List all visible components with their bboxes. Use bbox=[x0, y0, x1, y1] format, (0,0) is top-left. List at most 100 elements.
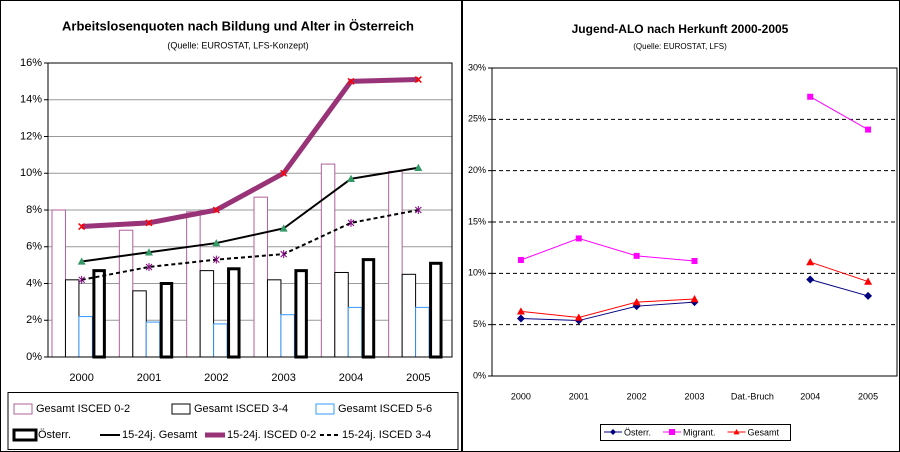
x-tick-label: 2005 bbox=[406, 372, 430, 384]
marker bbox=[516, 307, 525, 315]
bar bbox=[361, 258, 376, 359]
legend-label: Gesamt bbox=[748, 427, 780, 437]
chart-title: Arbeitslosenquoten nach Bildung und Alte… bbox=[62, 18, 414, 33]
y-tick-label: 2% bbox=[26, 314, 42, 326]
bar bbox=[429, 261, 443, 359]
marker bbox=[516, 314, 525, 323]
x-tick-label: 2000 bbox=[511, 391, 531, 401]
marker bbox=[145, 248, 153, 256]
marker bbox=[414, 163, 423, 171]
x-tick-label: Dat.-Bruch bbox=[731, 391, 774, 401]
legend-label: 15-24j. ISCED 0-2 bbox=[227, 429, 316, 441]
y-tick-label: 10% bbox=[468, 268, 486, 278]
line bbox=[520, 261, 869, 318]
marker bbox=[347, 218, 355, 227]
bar bbox=[253, 196, 268, 358]
marker bbox=[806, 275, 815, 284]
y-tick-label: 8% bbox=[26, 204, 42, 216]
marker bbox=[690, 295, 699, 303]
bar bbox=[415, 306, 430, 358]
x-tick-label: 2005 bbox=[858, 391, 878, 401]
marker bbox=[575, 235, 582, 242]
x-tick-label: 2004 bbox=[800, 391, 820, 401]
bar bbox=[227, 267, 241, 359]
x-tick-label: 2004 bbox=[339, 372, 363, 384]
y-tick-label: 25% bbox=[468, 114, 486, 124]
bar bbox=[347, 306, 363, 358]
marker bbox=[807, 93, 814, 100]
panel bbox=[0, 0, 462, 452]
bar bbox=[186, 211, 201, 358]
bar bbox=[159, 282, 174, 359]
y-tick-label: 0% bbox=[473, 370, 486, 380]
legend-swatch bbox=[12, 428, 38, 442]
marker bbox=[212, 239, 221, 247]
marker bbox=[691, 258, 698, 265]
y-tick-label: 6% bbox=[26, 241, 42, 253]
bar bbox=[199, 270, 215, 358]
bar bbox=[266, 279, 282, 358]
line bbox=[520, 96, 869, 262]
x-tick-label: 2002 bbox=[627, 391, 647, 401]
bar bbox=[280, 314, 295, 358]
marker bbox=[669, 429, 676, 435]
x-tick-label: 2001 bbox=[137, 372, 161, 384]
marker bbox=[733, 429, 740, 435]
bar bbox=[132, 290, 147, 358]
y-tick-label: 4% bbox=[26, 277, 42, 289]
legend-swatch bbox=[171, 403, 191, 415]
marker bbox=[347, 77, 355, 85]
plot-area bbox=[491, 67, 898, 377]
bar bbox=[51, 209, 66, 358]
bar bbox=[145, 321, 161, 358]
line bbox=[81, 209, 419, 281]
line bbox=[81, 77, 419, 230]
bar bbox=[213, 323, 228, 358]
y-tick-label: 12% bbox=[20, 130, 42, 142]
legend-label: Gesamt ISCED 5-6 bbox=[338, 403, 432, 415]
marker bbox=[864, 291, 873, 300]
marker bbox=[145, 262, 153, 271]
legend bbox=[7, 392, 459, 450]
plot-area bbox=[47, 62, 453, 358]
marker bbox=[610, 429, 616, 435]
marker bbox=[517, 256, 524, 263]
bar bbox=[118, 229, 134, 358]
bar bbox=[294, 269, 308, 359]
bar bbox=[388, 170, 403, 358]
marker bbox=[633, 252, 640, 259]
legend-label: Gesamt ISCED 3-4 bbox=[194, 403, 288, 415]
marker bbox=[280, 169, 288, 177]
legend-label: Österr. bbox=[624, 427, 651, 437]
bar bbox=[64, 279, 80, 358]
y-tick-label: 5% bbox=[473, 319, 486, 329]
marker bbox=[212, 255, 220, 264]
y-tick-label: 16% bbox=[20, 57, 42, 69]
y-tick-label: 20% bbox=[468, 165, 486, 175]
line bbox=[81, 166, 419, 263]
marker bbox=[414, 76, 422, 84]
x-tick-label: 2000 bbox=[69, 372, 93, 384]
line bbox=[520, 279, 869, 322]
marker bbox=[77, 257, 86, 265]
marker bbox=[632, 298, 641, 306]
marker bbox=[864, 277, 873, 285]
y-tick-label: 30% bbox=[468, 62, 486, 72]
marker bbox=[279, 224, 288, 232]
chart-subtitle: (Quelle: EUROSTAT, LFS) bbox=[633, 42, 727, 51]
bar bbox=[78, 316, 93, 358]
marker bbox=[806, 258, 815, 266]
marker bbox=[145, 219, 153, 227]
marker bbox=[78, 223, 86, 231]
marker bbox=[78, 275, 86, 284]
y-tick-label: 10% bbox=[20, 167, 42, 179]
legend-label: Österr. bbox=[38, 429, 71, 441]
chart-subtitle: (Quelle: EUROSTAT, LFS-Konzept) bbox=[167, 40, 308, 50]
marker bbox=[280, 250, 288, 259]
y-tick-label: 15% bbox=[468, 216, 486, 226]
x-tick-label: 2003 bbox=[271, 372, 295, 384]
bar bbox=[92, 269, 106, 359]
marker bbox=[414, 206, 422, 214]
legend-label: Gesamt ISCED 0-2 bbox=[36, 403, 130, 415]
